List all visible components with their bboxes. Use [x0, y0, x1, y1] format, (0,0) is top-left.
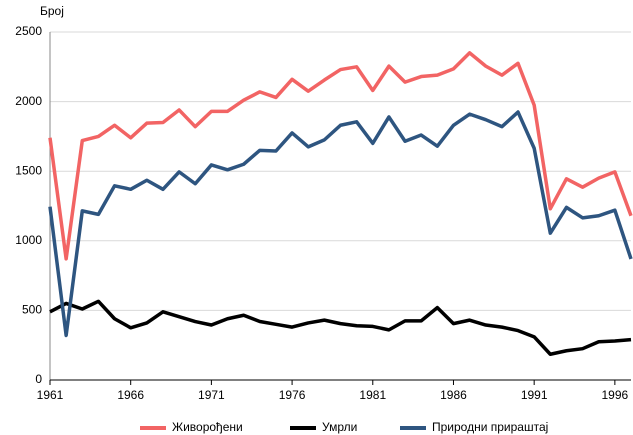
- y-tick-label: 2500: [15, 24, 42, 38]
- series-line: [49, 299, 632, 356]
- x-tick-label: 1991: [521, 388, 548, 402]
- x-tick-label: 1976: [279, 388, 306, 402]
- series-line: [48, 51, 633, 261]
- y-tick-label: 1000: [15, 233, 42, 247]
- y-tick-label: 1500: [15, 163, 42, 177]
- y-tick-label: 0: [35, 372, 42, 386]
- y-tick-label: 500: [22, 303, 42, 317]
- legend-label: Живорођени: [172, 420, 243, 434]
- legend-label: Умрли: [322, 420, 357, 434]
- x-tick-label: 1966: [117, 388, 144, 402]
- series-line: [48, 110, 633, 338]
- y-axis-label: Број: [40, 4, 64, 18]
- x-tick-label: 1996: [602, 388, 629, 402]
- x-tick-label: 1986: [440, 388, 467, 402]
- y-tick-label: 2000: [15, 94, 42, 108]
- legend-label: Природни прираштај: [432, 420, 548, 434]
- x-tick-label: 1981: [359, 388, 386, 402]
- x-tick-label: 1961: [37, 388, 64, 402]
- x-tick-label: 1971: [198, 388, 225, 402]
